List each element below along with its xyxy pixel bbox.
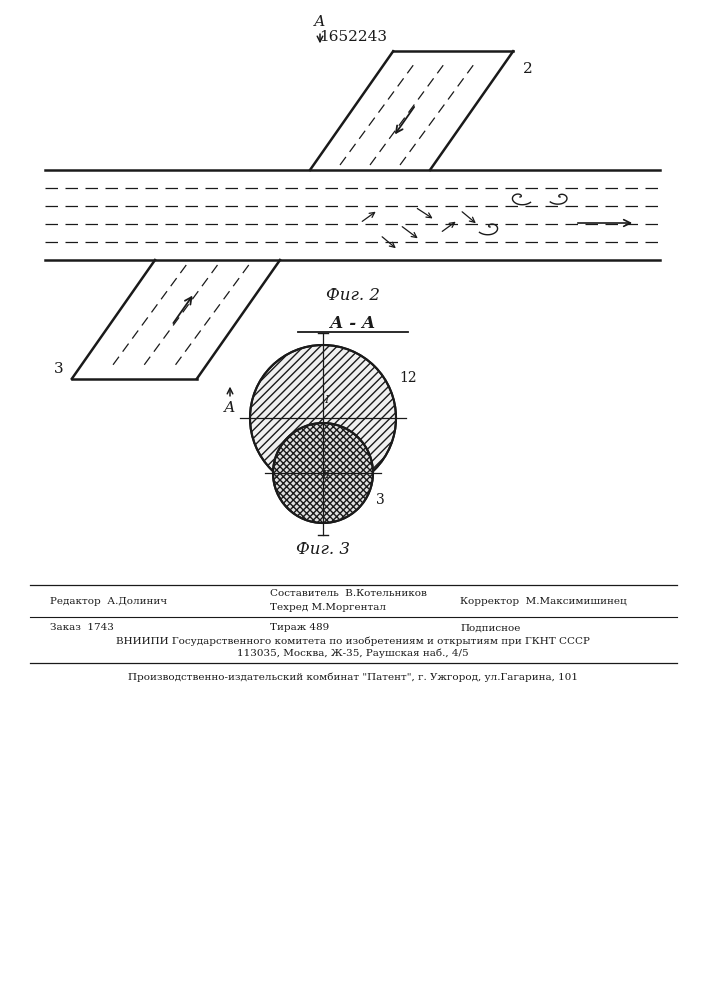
Text: Производственно-издательский комбинат "Патент", г. Ужгород, ул.Гагарина, 101: Производственно-издательский комбинат "П…: [128, 672, 578, 682]
Text: Тираж 489: Тираж 489: [270, 624, 329, 633]
Text: 3: 3: [54, 362, 64, 376]
Text: Корректор  М.Максимишинец: Корректор М.Максимишинец: [460, 596, 626, 605]
Text: Редактор  А.Долинич: Редактор А.Долинич: [50, 596, 167, 605]
Text: 113035, Москва, Ж-35, Раушская наб., 4/5: 113035, Москва, Ж-35, Раушская наб., 4/5: [237, 648, 469, 658]
Circle shape: [250, 345, 396, 491]
Text: 12: 12: [399, 371, 416, 385]
Circle shape: [273, 423, 373, 523]
Text: Фиг. 3: Фиг. 3: [296, 542, 350, 558]
Text: II: II: [322, 470, 330, 480]
Text: ВНИИПИ Государственного комитета по изобретениям и открытиям при ГКНТ СССР: ВНИИПИ Государственного комитета по изоб…: [116, 636, 590, 646]
Text: А: А: [224, 401, 235, 415]
Text: 2: 2: [523, 62, 533, 76]
Text: 1652243: 1652243: [319, 30, 387, 44]
Text: А: А: [314, 15, 326, 29]
Text: Подписное: Подписное: [460, 624, 520, 633]
Text: Фиг. 2: Фиг. 2: [326, 286, 380, 304]
Text: I: I: [324, 395, 328, 405]
Text: Составитель  В.Котельников: Составитель В.Котельников: [270, 589, 427, 598]
Text: Заказ  1743: Заказ 1743: [50, 624, 114, 633]
Text: Техред М.Моргентал: Техред М.Моргентал: [270, 602, 386, 611]
Text: 3: 3: [376, 493, 385, 508]
Text: А - А: А - А: [330, 316, 375, 332]
